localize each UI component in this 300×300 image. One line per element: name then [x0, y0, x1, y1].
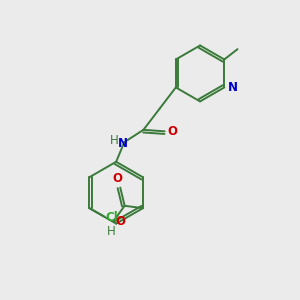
Text: O: O	[116, 214, 126, 228]
Text: N: N	[228, 81, 238, 94]
Text: O: O	[112, 172, 122, 184]
Text: H: H	[107, 225, 116, 238]
Text: N: N	[118, 136, 128, 150]
Text: H: H	[110, 134, 118, 147]
Text: O: O	[167, 125, 177, 138]
Text: Cl: Cl	[106, 212, 118, 224]
